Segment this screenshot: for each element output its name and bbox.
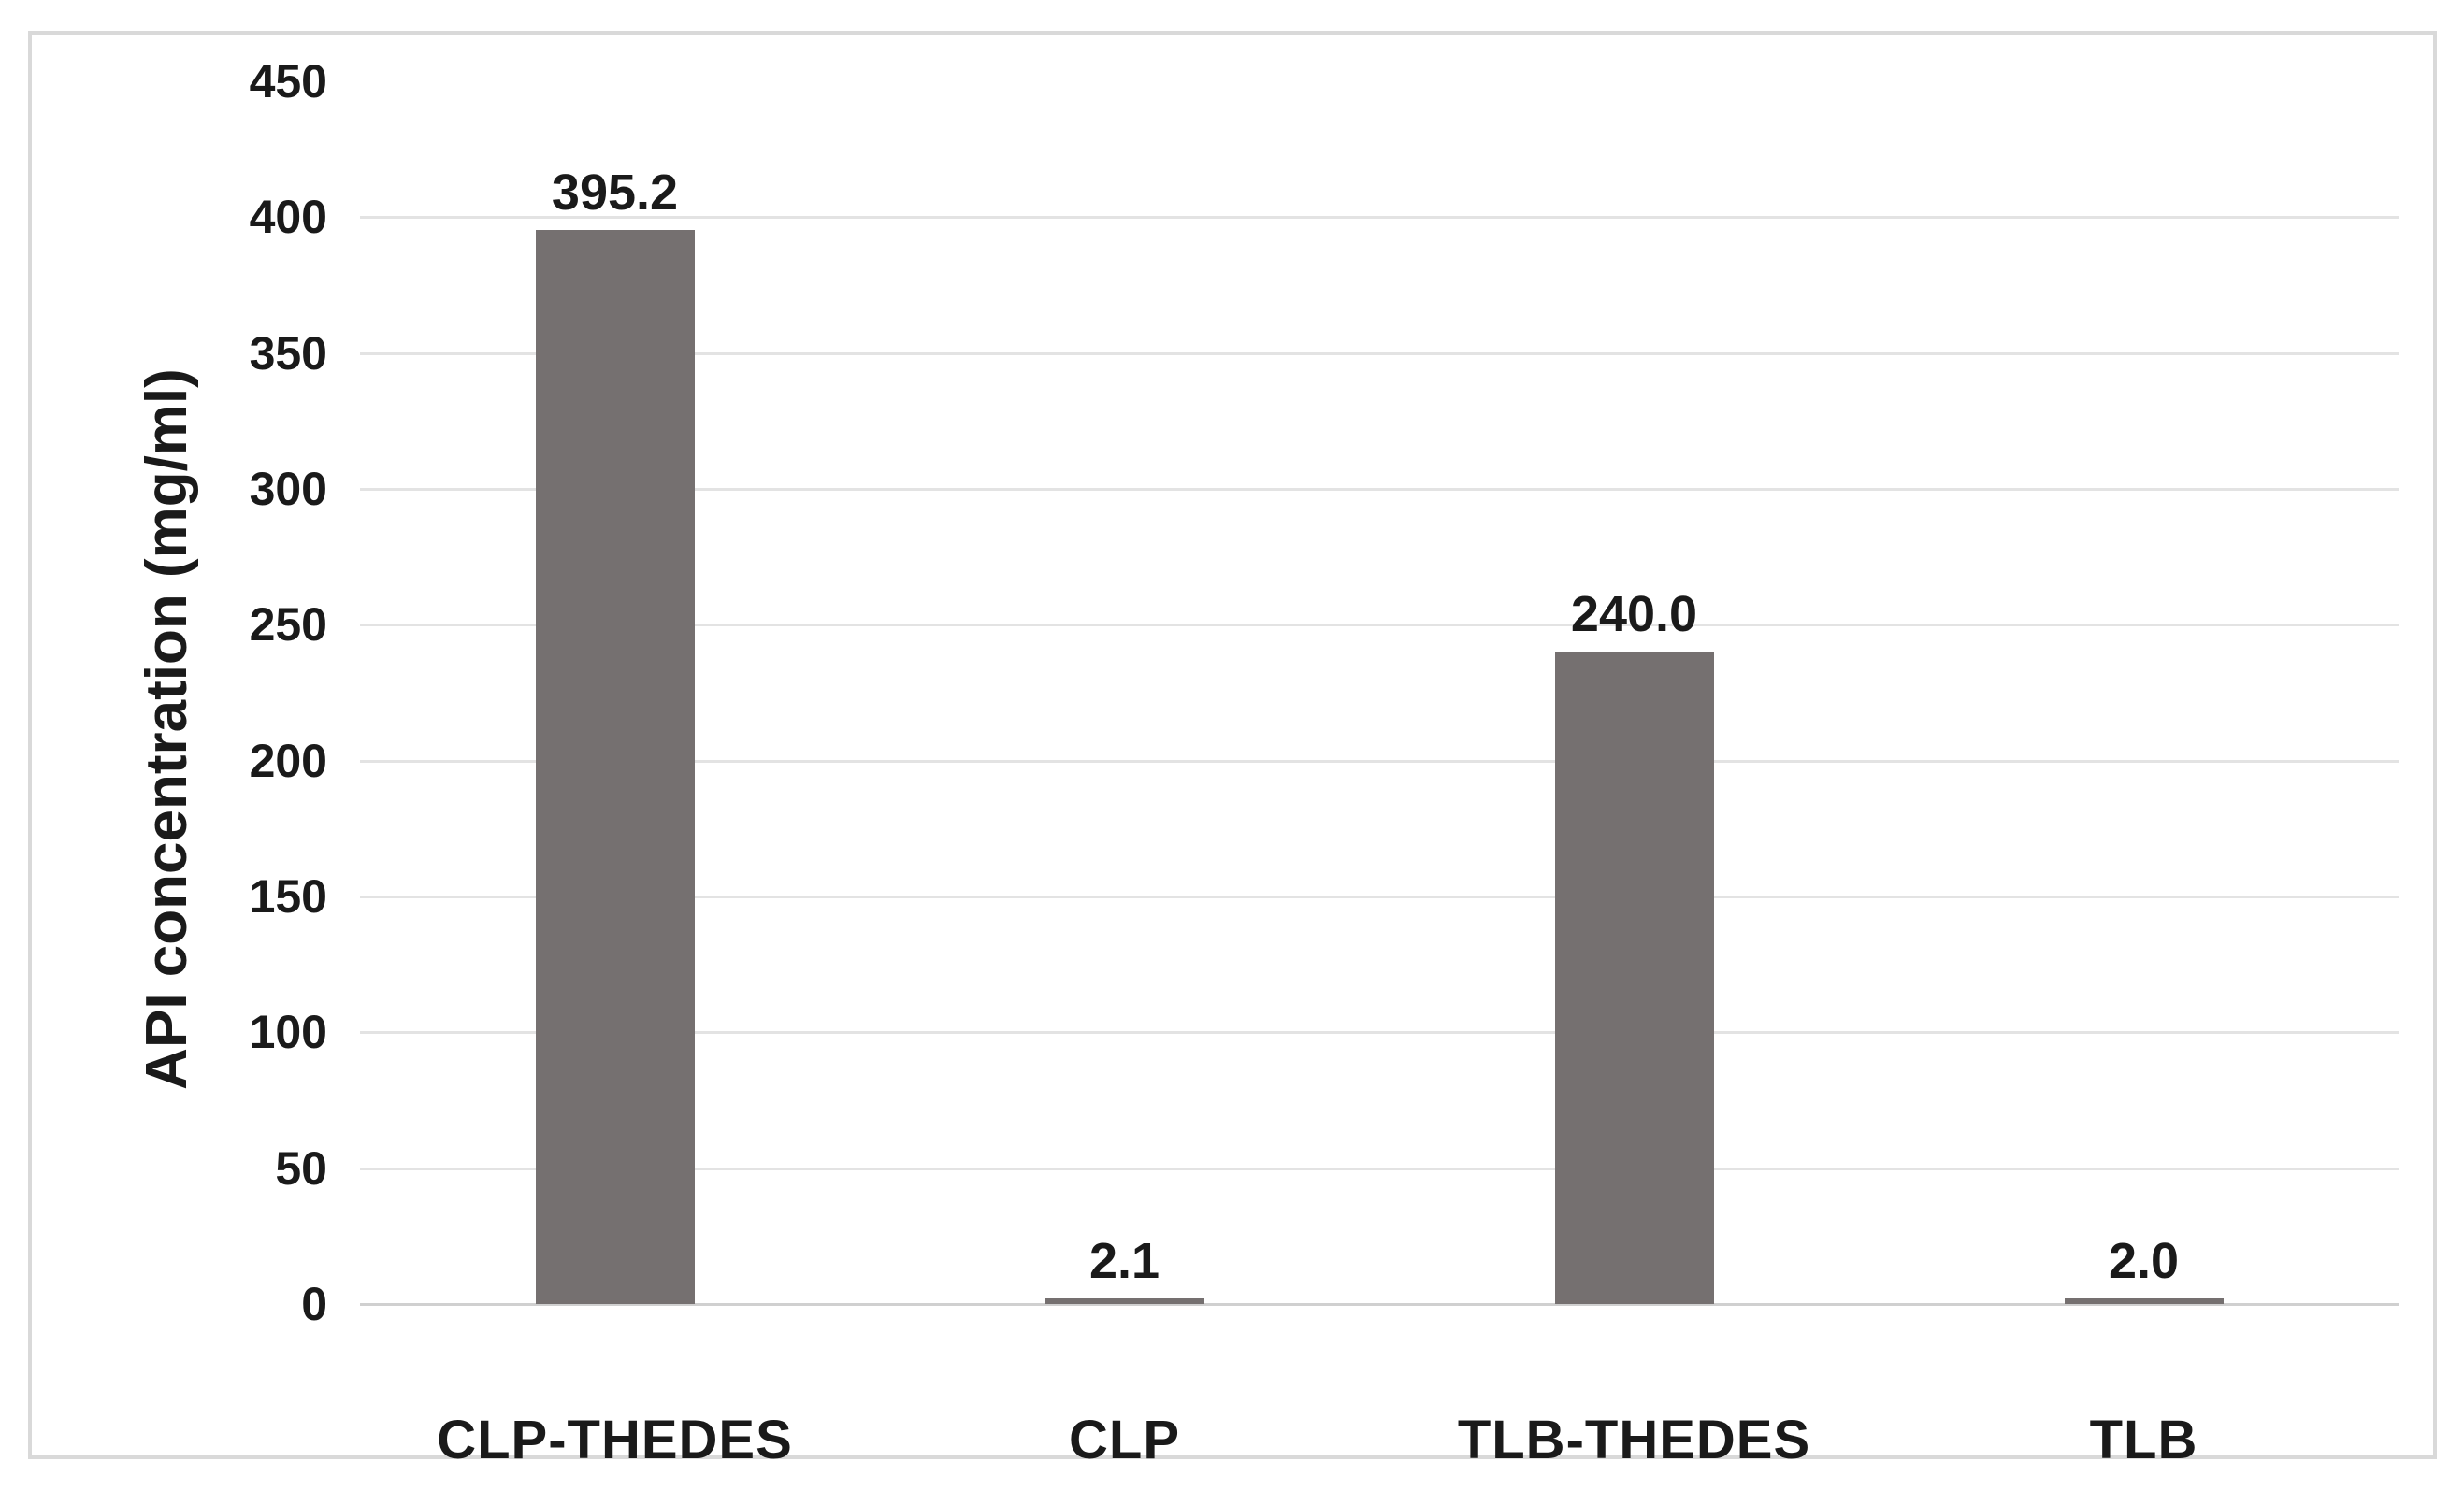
bar-clp-thedes (535, 230, 695, 1304)
data-label-clp-thedes: 395.2 (551, 165, 679, 222)
y-tick-label-450: 450 (249, 55, 327, 108)
y-tick-label-150: 150 (249, 870, 327, 923)
data-label-tlb: 2.0 (2108, 1233, 2180, 1290)
bar-tlb-thedes (1554, 652, 1714, 1304)
gridline-250 (360, 624, 2399, 627)
y-tick-label-400: 400 (249, 191, 327, 244)
category-label-clp-thedes: CLP-THEDES (437, 1410, 793, 1470)
y-tick-label-100: 100 (249, 1006, 327, 1059)
y-tick-label-350: 350 (249, 326, 327, 380)
gridline-200 (360, 759, 2399, 763)
gridline-350 (360, 351, 2399, 355)
y-tick-label-50: 50 (275, 1141, 327, 1195)
category-label-tlb: TLB (2089, 1410, 2198, 1470)
gridline-300 (360, 488, 2399, 491)
bar-tlb (2064, 1298, 2224, 1304)
category-label-tlb-thedes: TLB-THEDES (1457, 1410, 1811, 1470)
gridline-100 (360, 1031, 2399, 1035)
y-tick-label-250: 250 (249, 598, 327, 652)
y-tick-label-0: 0 (301, 1278, 327, 1330)
data-label-tlb-thedes: 240.0 (1570, 586, 1698, 643)
x-axis-baseline (360, 1303, 2399, 1306)
gridline-150 (360, 896, 2399, 898)
category-label-clp: CLP (1069, 1410, 1180, 1470)
y-tick-label-300: 300 (249, 463, 327, 515)
y-tick-label-200: 200 (249, 734, 327, 787)
gridline-400 (360, 216, 2399, 220)
gridline-50 (360, 1167, 2399, 1170)
bar-clp (1045, 1297, 1204, 1304)
chart-border-frame: API concentration (mg/ml) 0 50 100 150 200 25… (28, 31, 2437, 1470)
data-label-clp: 2.1 (1088, 1232, 1160, 1289)
